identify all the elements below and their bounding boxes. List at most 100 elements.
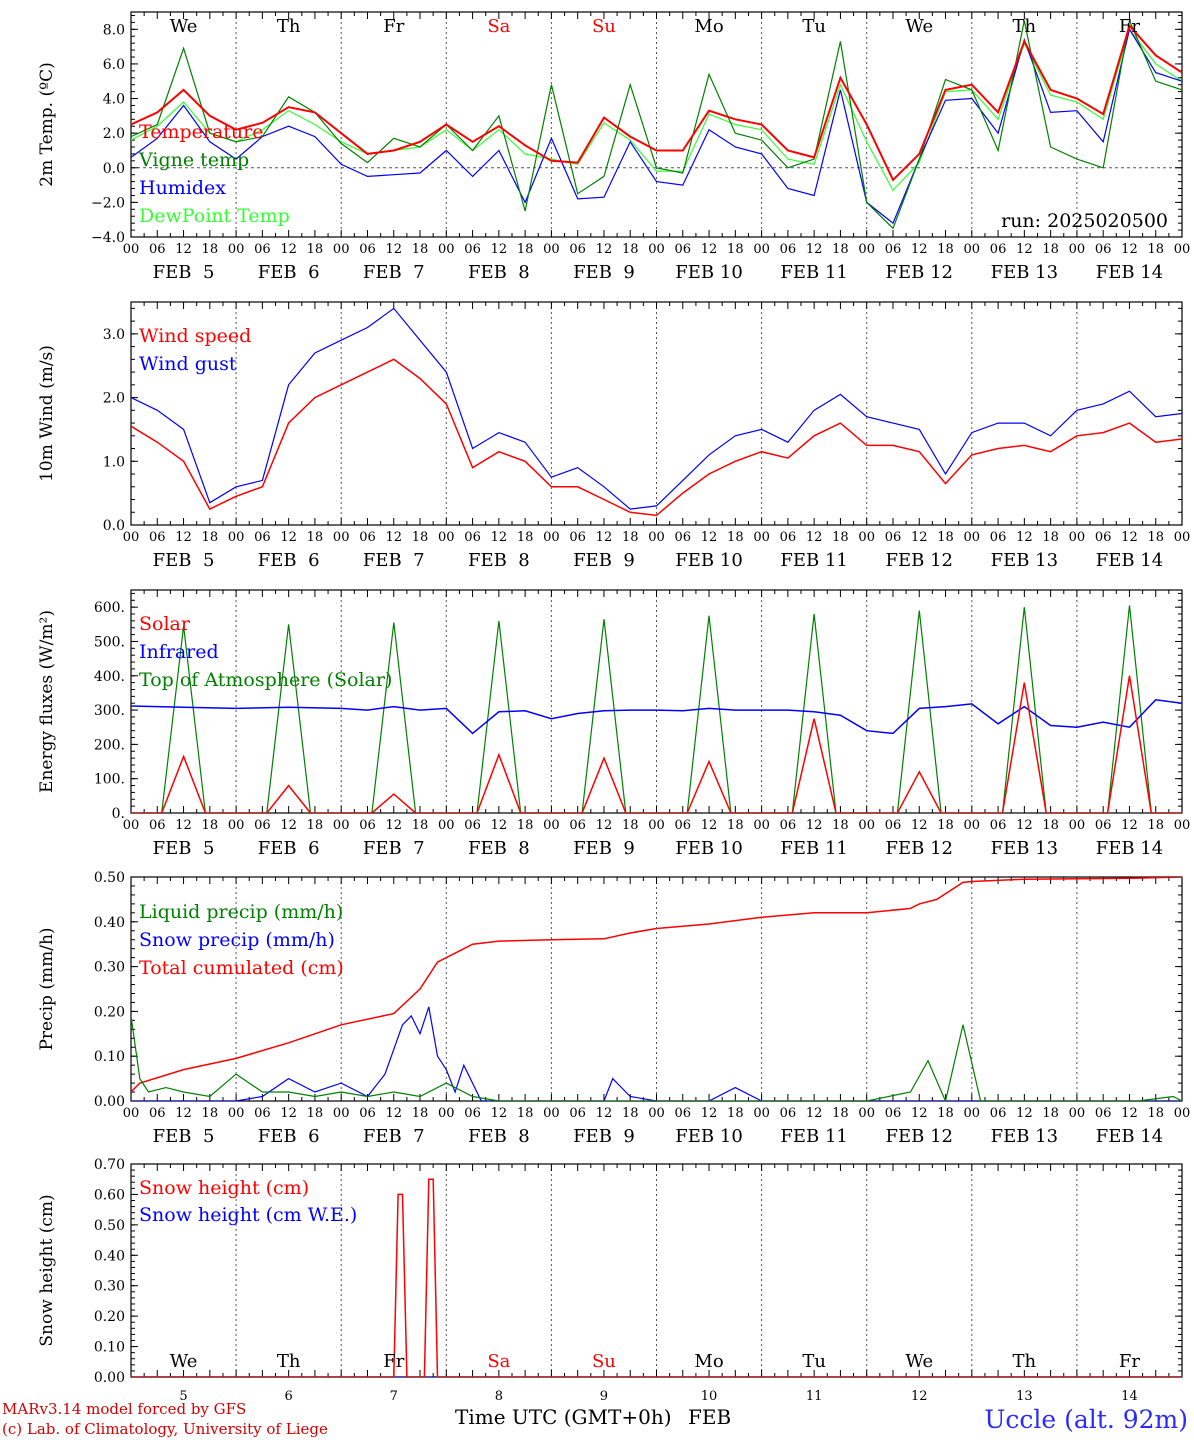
run-label: run: 2025020500 xyxy=(1001,210,1168,232)
hour-label: 12 xyxy=(911,1106,928,1121)
hour-label: 12 xyxy=(385,1106,402,1121)
day-name-label: Fr xyxy=(383,1351,404,1372)
hour-label: 18 xyxy=(412,530,429,545)
date-number-label: 11 xyxy=(806,1389,823,1404)
y-tick-label: 300. xyxy=(94,703,125,719)
hour-label: 18 xyxy=(202,1106,219,1121)
y-tick-label: 0.40 xyxy=(94,1248,125,1264)
hour-label: 00 xyxy=(438,242,455,257)
hour-label: 12 xyxy=(175,242,192,257)
hour-label: 00 xyxy=(753,818,770,833)
day-name-label: We xyxy=(905,1351,933,1372)
hour-label: 00 xyxy=(753,530,770,545)
y-tick-label: 2.0 xyxy=(103,391,125,407)
hour-label: 06 xyxy=(149,530,166,545)
hour-label: 18 xyxy=(937,530,954,545)
y-axis-label: Energy fluxes (W/m²) xyxy=(37,610,57,793)
hour-label: 00 xyxy=(753,242,770,257)
hour-label: 12 xyxy=(911,242,928,257)
y-axis-label: Snow height (cm) xyxy=(37,1194,57,1346)
hour-label: 00 xyxy=(333,818,350,833)
hour-label: 12 xyxy=(806,530,823,545)
hour-label: 06 xyxy=(780,818,797,833)
hour-label: 18 xyxy=(1042,242,1059,257)
hour-label: 06 xyxy=(675,818,692,833)
date-label: FEB 12 xyxy=(886,550,953,571)
hour-label: 18 xyxy=(727,1106,744,1121)
hour-label: 06 xyxy=(990,1106,1007,1121)
hour-label: 06 xyxy=(464,242,481,257)
hour-label: 18 xyxy=(937,1106,954,1121)
hour-label: 18 xyxy=(307,242,324,257)
legend-entry: Temperature xyxy=(139,121,263,143)
y-tick-label: 0. xyxy=(112,806,125,822)
hour-label: 12 xyxy=(280,1106,297,1121)
hour-label: 18 xyxy=(307,818,324,833)
hour-label: 06 xyxy=(359,242,376,257)
date-number-label: 5 xyxy=(179,1389,187,1404)
hour-label: 00 xyxy=(543,818,560,833)
series-line-top-of-atmosphere-solar xyxy=(131,605,1182,813)
hour-label: 00 xyxy=(648,242,665,257)
hour-label: 06 xyxy=(464,530,481,545)
hour-label: 00 xyxy=(228,1106,245,1121)
legend-entry: Liquid precip (mm/h) xyxy=(139,901,343,923)
date-label: FEB 6 xyxy=(258,838,320,859)
y-tick-label: −2.0 xyxy=(91,195,125,211)
series-line-humidex xyxy=(131,27,1182,225)
legend-entry: Vigne temp xyxy=(138,149,249,171)
hour-label: 00 xyxy=(858,818,875,833)
hour-label: 00 xyxy=(753,1106,770,1121)
hour-label: 00 xyxy=(228,818,245,833)
hour-label: 00 xyxy=(964,1106,981,1121)
hour-label: 06 xyxy=(149,1106,166,1121)
hour-label: 18 xyxy=(517,530,534,545)
panel-temp: 00 06 12 18 00 06 12 18 00 06 12 18 00 06 12 18 00 06 12 18… xyxy=(37,11,1190,283)
hour-label: 12 xyxy=(1016,818,1033,833)
day-name-label: Fr xyxy=(1119,1351,1140,1372)
hour-label: 12 xyxy=(280,530,297,545)
date-label: FEB 5 xyxy=(153,550,215,571)
y-tick-label: 0.0 xyxy=(103,518,125,534)
hour-label: 00 xyxy=(228,242,245,257)
hour-label: 06 xyxy=(569,242,586,257)
legend-entry: Solar xyxy=(139,613,191,635)
date-label: FEB 13 xyxy=(991,550,1058,571)
hour-label: 06 xyxy=(885,1106,902,1121)
hour-label: 12 xyxy=(491,530,508,545)
footer-lab: (c) Lab. of Climatology, University of L… xyxy=(2,1420,328,1438)
hour-label: 12 xyxy=(1016,242,1033,257)
hour-label: 12 xyxy=(596,818,613,833)
hour-label: 12 xyxy=(491,818,508,833)
hour-label: 00 xyxy=(333,242,350,257)
hour-label: 00 xyxy=(858,242,875,257)
hour-label: 18 xyxy=(727,818,744,833)
date-label: FEB 10 xyxy=(675,838,742,859)
day-name-label: Su xyxy=(592,16,616,37)
y-tick-label: 0.10 xyxy=(94,1049,125,1065)
y-tick-label: 6.0 xyxy=(103,57,125,73)
hour-label: 00 xyxy=(333,1106,350,1121)
date-label: FEB 13 xyxy=(991,838,1058,859)
hour-label: 06 xyxy=(885,818,902,833)
legend-entry: Total cumulated (cm) xyxy=(139,957,344,979)
date-label: FEB 11 xyxy=(780,550,847,571)
legend-entry: Snow height (cm W.E.) xyxy=(139,1204,357,1226)
series-line-infrared xyxy=(131,699,1182,735)
date-label: FEB 10 xyxy=(675,550,742,571)
y-axis-label: Precip (mm/h) xyxy=(37,927,57,1050)
hour-label: 18 xyxy=(202,818,219,833)
y-tick-label: 3.0 xyxy=(103,327,125,343)
hour-label: 12 xyxy=(175,1106,192,1121)
y-tick-label: 0.40 xyxy=(94,915,125,931)
hour-label: 18 xyxy=(937,818,954,833)
hour-label: 18 xyxy=(517,818,534,833)
y-tick-label: 2.0 xyxy=(103,126,125,142)
legend-entry: Wind speed xyxy=(139,325,251,347)
panel-precip: 00 06 12 18 00 06 12 18 00 06 12 18 00 06 12 18 00 06 12 18… xyxy=(37,870,1190,1147)
y-tick-label: 0.30 xyxy=(94,1279,125,1295)
hour-label: 00 xyxy=(858,1106,875,1121)
hour-label: 12 xyxy=(1121,242,1138,257)
date-label: FEB 10 xyxy=(675,1126,742,1147)
y-tick-label: 8.0 xyxy=(103,22,125,38)
